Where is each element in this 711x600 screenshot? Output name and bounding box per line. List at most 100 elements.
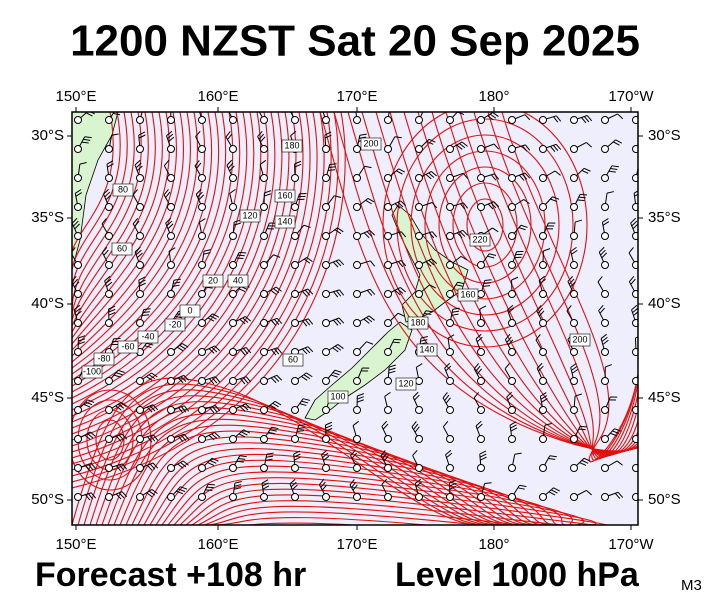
barb-station — [105, 261, 113, 269]
contour-label: -80 — [97, 353, 110, 363]
barb-feather — [273, 288, 280, 294]
barb-station — [167, 145, 175, 153]
barb-feather — [294, 456, 301, 461]
barb-feather — [163, 160, 170, 167]
barb-station — [570, 493, 578, 501]
barb-feather — [165, 217, 172, 224]
barb-station — [353, 145, 361, 153]
barb-feather — [207, 462, 215, 466]
barb-station — [291, 406, 299, 414]
barb-feather — [106, 281, 113, 287]
contour-label: 160 — [460, 289, 475, 299]
barb-station — [322, 493, 330, 501]
barb-station — [229, 174, 237, 182]
contour-label-box — [112, 183, 134, 197]
barb-feather — [543, 248, 551, 252]
barb-feather — [351, 452, 357, 459]
barb-feather — [600, 249, 606, 256]
barb-feather — [294, 160, 302, 165]
barb-feather — [635, 336, 638, 339]
barb-feather — [245, 316, 252, 322]
isobar — [72, 112, 318, 465]
barb-station — [198, 493, 206, 501]
barb-feather — [598, 304, 604, 311]
barb-station — [260, 116, 268, 124]
barb-feather — [630, 278, 636, 285]
barb-feather — [568, 278, 575, 285]
barb-feather — [205, 489, 213, 491]
barb-feather — [176, 490, 184, 495]
barb-feather — [394, 203, 401, 209]
barb-station — [260, 232, 268, 240]
barb-station — [136, 232, 144, 240]
barb-feather — [74, 189, 82, 194]
barb-feather — [148, 374, 156, 380]
barb-feather — [479, 453, 487, 458]
barb-feather — [180, 486, 188, 490]
barb-feather — [290, 130, 297, 137]
barb-feather — [257, 102, 261, 107]
contour-labels: 180 200 80 160 120 140 60 20 40 0 -20 -40 -60 -80 -100… — [81, 137, 591, 404]
barb-feather — [415, 481, 422, 487]
barb-feather — [306, 372, 313, 378]
contour-label: 60 — [117, 243, 127, 253]
barb-feather — [149, 463, 156, 470]
barb-feather — [325, 421, 333, 426]
barb-feather — [504, 363, 510, 370]
barb-feather — [180, 462, 187, 468]
isobar — [72, 112, 234, 393]
barb-feather — [602, 339, 609, 345]
barb-feather — [72, 247, 76, 253]
barb-feather — [462, 202, 469, 209]
isobar — [185, 488, 609, 525]
contour-label: -60 — [121, 341, 134, 351]
barb-feather — [240, 349, 246, 356]
barb-station — [260, 464, 268, 472]
barb-feather — [227, 133, 233, 140]
barb-feather — [239, 318, 246, 325]
isobar — [215, 516, 625, 525]
barb-feather — [172, 284, 180, 287]
barb-feather — [239, 251, 247, 254]
barb-station — [446, 116, 454, 124]
isobar — [155, 459, 565, 525]
graticule-labels: 150°E 150°E 160°E 160°E 170°E 170°E 180° 180° 17… — [31, 88, 680, 553]
barb-station — [601, 232, 609, 240]
barb-feather — [236, 257, 244, 260]
isobar-high — [452, 182, 518, 268]
barb-feather — [323, 455, 330, 461]
barb-feather — [203, 249, 211, 252]
barb-feather — [166, 130, 173, 137]
isobar — [72, 112, 311, 459]
barb-feather — [461, 141, 468, 147]
barb-feather — [645, 113, 651, 117]
barb-feather — [571, 365, 578, 371]
wind-barbs — [72, 102, 651, 501]
barb-feather — [390, 105, 397, 107]
barb-feather — [631, 220, 638, 227]
barb-station — [198, 203, 206, 211]
barb-feather — [611, 165, 619, 168]
isobar — [72, 112, 121, 296]
barb-station — [570, 116, 578, 124]
barb-feather — [211, 406, 218, 413]
barb-feather — [445, 365, 452, 372]
barb-feather — [151, 488, 158, 494]
barb-station — [105, 116, 113, 124]
barb-feather — [324, 134, 332, 139]
barb-station — [539, 493, 547, 501]
title: 1200 NZST Sat 20 Sep 2025 — [70, 17, 640, 66]
barb-feather — [239, 406, 246, 412]
contour-label: 160 — [277, 190, 292, 200]
barb-feather — [135, 249, 142, 256]
barb-feather — [303, 224, 311, 228]
barb-feather — [640, 142, 647, 143]
barb-feather — [555, 143, 562, 150]
barb-station — [446, 232, 454, 240]
lat-label-right: 30°S — [648, 127, 681, 144]
barb-feather — [507, 394, 514, 401]
barb-feather — [615, 139, 623, 144]
barb-station — [229, 145, 237, 153]
barb-feather — [351, 481, 357, 488]
barb-station — [322, 435, 330, 443]
